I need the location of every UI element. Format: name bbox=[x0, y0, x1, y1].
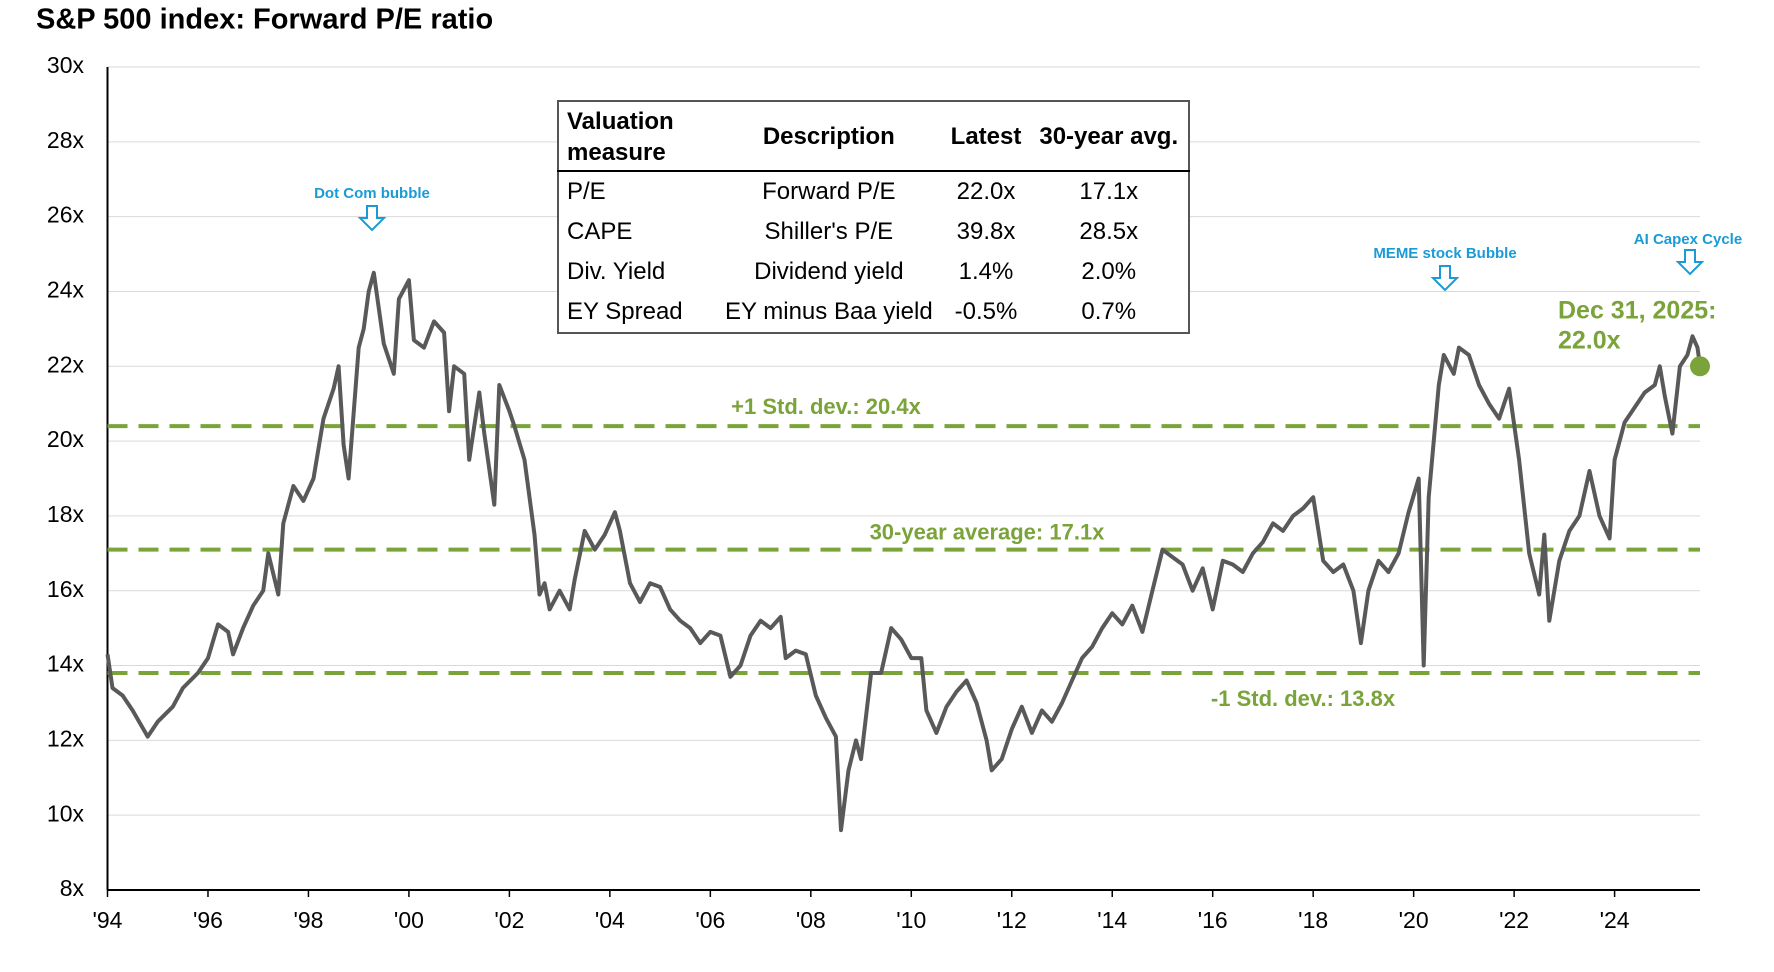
x-tick-label: '22 bbox=[1499, 907, 1529, 933]
annotation-arrow bbox=[357, 205, 387, 232]
table-cell: 39.8x bbox=[956, 218, 1016, 246]
annotation-label: Dot Com bubble bbox=[314, 185, 430, 202]
y-tick-label: 30x bbox=[47, 52, 85, 78]
table-cell: Div. Yield bbox=[567, 258, 666, 286]
y-tick-label: 12x bbox=[47, 725, 85, 751]
table-header: Valuation measure bbox=[558, 101, 717, 173]
end-value-label: 22.0x bbox=[1558, 327, 1621, 355]
y-tick-label: 26x bbox=[47, 202, 85, 228]
x-tick-label: '18 bbox=[1298, 907, 1328, 933]
table-cell: Shiller's P/E bbox=[764, 218, 894, 246]
table-header: 30-year avg. bbox=[1031, 101, 1190, 173]
valuation-table: Valuation measure Description Latest 30-yea… bbox=[557, 100, 1191, 335]
annotation-label: AI Capex Cycle bbox=[1634, 231, 1742, 248]
table-header: Latest bbox=[942, 101, 1032, 173]
y-tick-label: 8x bbox=[60, 875, 85, 901]
table-cell: Dividend yield bbox=[754, 258, 904, 286]
table-cell: 0.7% bbox=[1081, 298, 1137, 326]
annotation-arrow bbox=[1430, 265, 1460, 292]
end-date-label: Dec 31, 2025: bbox=[1558, 297, 1716, 325]
table-cell: 17.1x bbox=[1079, 178, 1139, 206]
annotation-label: MEME stock Bubble bbox=[1373, 245, 1516, 262]
y-tick-label: 14x bbox=[47, 651, 85, 677]
table-cell: EY minus Baa yield bbox=[725, 298, 933, 326]
x-tick-label: '12 bbox=[997, 907, 1027, 933]
annotation-arrow bbox=[1675, 249, 1705, 276]
series-line bbox=[105, 270, 1702, 833]
table-row: P/E Forward P/E 22.0x 17.1x bbox=[558, 171, 1189, 212]
y-tick-label: 24x bbox=[47, 277, 85, 303]
table-cell: 2.0% bbox=[1081, 258, 1137, 286]
x-tick-label: '98 bbox=[293, 907, 323, 933]
table-cell: -0.5% bbox=[954, 298, 1018, 326]
x-tick-label: '16 bbox=[1198, 907, 1228, 933]
table-cell: 1.4% bbox=[958, 258, 1014, 286]
table-row: CAPE Shiller's P/E 39.8x 28.5x bbox=[558, 212, 1189, 252]
y-tick-label: 10x bbox=[47, 800, 85, 826]
x-tick-label: '04 bbox=[595, 907, 625, 933]
x-tick-label: '06 bbox=[695, 907, 725, 933]
end-point bbox=[1690, 356, 1710, 377]
table-cell: EY Spread bbox=[567, 298, 683, 326]
table-row: Div. Yield Dividend yield 1.4% 2.0% bbox=[558, 252, 1189, 292]
x-tick-label: '10 bbox=[896, 907, 926, 933]
table-header: Description bbox=[717, 101, 943, 173]
reference-label: -1 Std. dev.: 13.8x bbox=[1211, 686, 1396, 711]
x-tick-label: '20 bbox=[1399, 907, 1429, 933]
y-tick-label: 28x bbox=[47, 127, 85, 153]
y-tick-label: 22x bbox=[47, 351, 85, 377]
table-cell: CAPE bbox=[567, 218, 633, 246]
table-header-row: Valuation measure Description Latest 30-yea… bbox=[558, 101, 1190, 173]
y-tick-label: 18x bbox=[47, 501, 85, 527]
table-cell: Forward P/E bbox=[762, 178, 896, 206]
x-tick-label: '00 bbox=[394, 907, 424, 933]
x-tick-label: '02 bbox=[494, 907, 524, 933]
x-tick-label: '94 bbox=[93, 907, 123, 933]
x-tick-label: '96 bbox=[193, 907, 223, 933]
chart-title: S&P 500 index: Forward P/E ratio bbox=[36, 4, 493, 36]
y-tick-label: 16x bbox=[47, 576, 85, 602]
table-cell: P/E bbox=[567, 178, 606, 206]
table-cell: 22.0x bbox=[956, 178, 1016, 206]
x-tick-label: '14 bbox=[1097, 907, 1127, 933]
table-row: EY Spread EY minus Baa yield -0.5% 0.7% bbox=[558, 292, 1189, 333]
x-tick-label: '08 bbox=[796, 907, 826, 933]
y-tick-label: 20x bbox=[47, 426, 85, 452]
table-cell: 28.5x bbox=[1079, 218, 1139, 246]
reference-label: 30-year average: 17.1x bbox=[870, 519, 1106, 544]
x-tick-label: '24 bbox=[1600, 907, 1630, 933]
reference-label: +1 Std. dev.: 20.4x bbox=[731, 394, 922, 419]
